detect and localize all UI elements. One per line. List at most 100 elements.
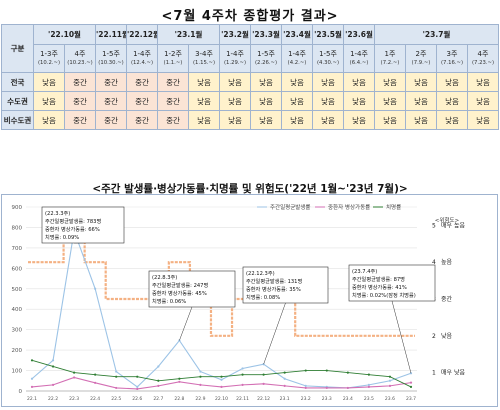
week-range: (7.9.~) [411,60,431,66]
month-header: '23.5월 [312,24,344,45]
risk-level-number: 5 [432,222,436,229]
series-point [199,370,202,373]
risk-cell: 낮음 [343,91,375,111]
y-tick-label: 600 [12,266,23,272]
risk-cell: 낮음 [436,91,468,111]
week-range: (7.23.~) [471,60,495,66]
risk-cell: 낮음 [467,72,499,92]
series-point [115,370,118,373]
week-range: (10.2.~) [37,60,61,66]
x-tick-label: 22.1 [27,396,37,402]
series-point [283,384,286,387]
series-point [367,385,370,389]
week-label: 1-3주 [40,50,58,58]
callout-pointer [263,302,286,365]
callout-l1: 주간일평균발생률: 247명 [152,281,208,289]
risk-level-label: 낮음 [441,332,453,340]
x-tick-label: 22.9 [195,396,205,402]
series-point [283,377,286,380]
risk-cell: 중간 [126,91,158,111]
week-label: 2주 [415,50,427,58]
month-header: '22.12월 [126,24,158,45]
risk-cell: 낮음 [281,91,313,111]
week-header: 4주 (7.23.~) [467,44,499,73]
chart-title: <주간 발생률·병상가동률·치명률 및 위험도('22년 1월~'23년 7월)… [92,183,408,195]
series-point [262,373,265,376]
callout-l1: 주간일평균발생률: 131명 [246,277,302,285]
y-tick-label: 800 [12,225,23,231]
week-range: (4.30.~) [316,60,340,66]
week-header: 2주 (7.9.~) [405,44,437,73]
callout-l2: 중환자 병상가동률: 45% [152,289,207,297]
month-header: '22.11월 [95,24,127,45]
week-label: 1-5주 [257,50,275,58]
week-range: (1.15.~) [192,60,216,66]
series-point [30,359,34,362]
legend-label: 중환자 병상가동률 [328,203,370,211]
risk-level-label: 매우 낮음 [441,369,465,377]
series-point [136,387,139,391]
table-row: 비수도권 낮음 중간 중간 중간 중간 낮음 낮음 낮음 낮음 낮음 낮음 낮음 낮음 낮음 낮음 [1,110,499,130]
series-point [157,384,160,387]
week-header: 1-3주 (10.2.~) [33,44,65,73]
series-point [367,373,370,376]
risk-cell: 낮음 [219,110,251,130]
callout-date: (22.3.3주) [45,210,70,217]
page-title: <7월 4주차 종합평가 결과> [161,9,339,24]
risk-level-number: 2 [432,333,436,340]
month-header: '23.7월 [374,24,499,45]
risk-cell: 낮음 [188,91,220,111]
risk-cell: 중간 [95,91,127,111]
x-tick-label: 22.3 [69,396,79,402]
risk-cell: 낮음 [374,91,406,111]
week-label: 1-4주 [288,50,306,58]
week-header-row: 1-3주 (10.2.~) 4주 (10.23.~) 1-5주 (10.30.~) 1-4주… [2,44,499,73]
series-point [388,379,392,382]
x-tick-label: 22.7 [153,396,163,402]
risk-cell: 낮음 [312,110,344,130]
risk-cell: 낮음 [467,91,499,111]
series-line [31,359,412,388]
risk-cell: 낮음 [33,91,65,111]
callout-l3: 치명률: 0.09% [45,233,79,241]
y-tick-label: 700 [12,246,23,252]
week-label: 1주 [384,50,396,58]
callout-pointer [179,306,193,341]
week-range: (1.29.~) [223,60,247,66]
risk-cell: 중간 [95,72,127,92]
series-point [409,385,413,389]
series-point [220,375,223,378]
risk-cell: 낮음 [374,110,406,130]
week-header: 1-4주 (4.2.~) [281,44,313,73]
series-point [157,379,160,382]
series-point [220,378,223,381]
x-tick-label: 23.2 [301,396,311,402]
risk-level-number: 1 [432,370,436,377]
y-tick-label: 400 [12,307,23,313]
risk-cell: 낮음 [467,110,499,130]
risk-cell: 낮음 [312,72,344,92]
week-range: (2.26.~) [254,60,278,66]
series-point [136,375,139,378]
region-rows: 전국 낮음 중간 중간 중간 중간 낮음 낮음 낮음 낮음 낮음 낮음 낮음 낮음 낮음 낮음 수도권 낮음 중간 중… [1,72,499,130]
y-tick-label: 300 [12,328,23,334]
series-point [199,375,202,378]
week-label: 1-2주 [164,50,182,58]
week-range: (10.30.~) [98,60,124,66]
week-header: 3주 (7.16.~) [436,44,468,73]
callout-pointer [391,300,412,374]
callout-date: (22.12.3주) [246,270,275,277]
week-header: 1-5주 (2.26.~) [250,44,282,73]
risk-cell: 낮음 [405,110,437,130]
risk-cell: 낮음 [33,110,65,130]
y-tick-label: 900 [12,205,23,211]
risk-cell: 중간 [157,110,189,130]
region-label: 수도권 [1,91,34,111]
risk-level-label: 매우 높음 [441,221,465,229]
series-point [283,371,286,374]
risk-cell: 중간 [64,91,96,111]
week-label: 4주 [477,50,489,58]
callout-l2: 중환자 병상가동률: 41% [352,283,407,291]
series-point [136,385,139,389]
x-tick-label: 23.7 [406,396,416,402]
